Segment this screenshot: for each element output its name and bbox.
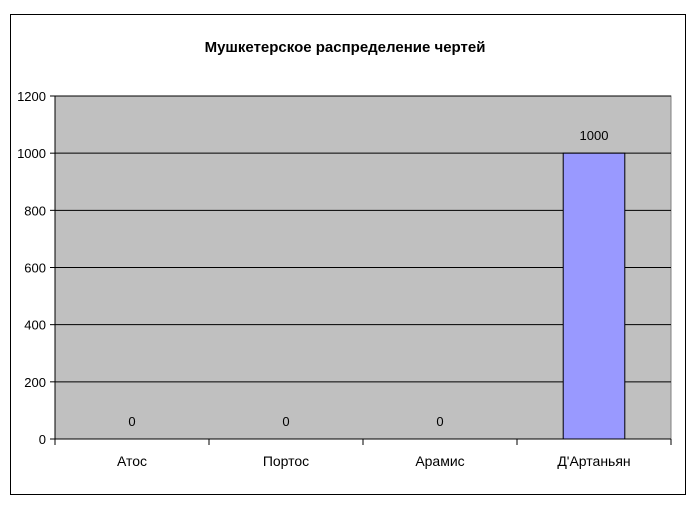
- y-tick-label: 200: [24, 375, 46, 390]
- data-labels: 0 0 0 1000: [128, 128, 608, 429]
- x-tick-label: Атос: [117, 453, 147, 469]
- data-label: 0: [436, 414, 443, 429]
- data-label: 0: [282, 414, 289, 429]
- chart-title: Мушкетерское распределение чертей: [205, 39, 486, 56]
- y-tick-label: 400: [24, 318, 46, 333]
- data-label: 0: [128, 414, 135, 429]
- y-tick-label: 1000: [17, 146, 46, 161]
- x-axis-ticks: Атос Портос Арамис Д'Артаньян: [54, 439, 672, 469]
- y-tick-label: 600: [24, 261, 46, 276]
- y-tick-label: 0: [39, 432, 46, 447]
- y-tick-label: 800: [24, 203, 46, 218]
- x-tick-label: Портос: [263, 453, 309, 469]
- bar: [562, 152, 626, 440]
- y-tick-label: 1200: [17, 89, 46, 104]
- x-tick-label: Арамис: [415, 453, 464, 469]
- data-label: 1000: [580, 128, 609, 143]
- bars: [562, 152, 626, 440]
- x-tick-label: Д'Артаньян: [557, 453, 630, 469]
- y-axis-ticks: 0 200 400 600 800 1000 1200: [17, 89, 55, 447]
